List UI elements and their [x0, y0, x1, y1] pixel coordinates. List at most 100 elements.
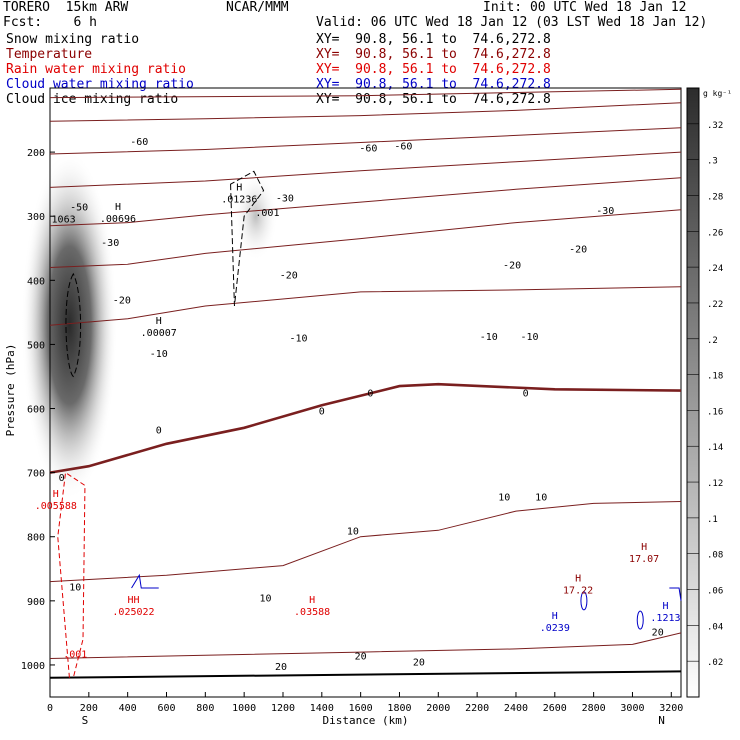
- colorbar-tick-label: .08: [707, 551, 723, 561]
- extremum-marker: H: [662, 601, 668, 612]
- colorbar-tick-label: .32: [707, 121, 723, 131]
- temperature-label: -30: [596, 206, 614, 217]
- field-xy-range: XY= 90.8, 56.1 to 74.6,272.8: [316, 32, 551, 47]
- valid-time: Valid: 06 UTC Wed 18 Jan 12 (03 LST Wed …: [316, 15, 708, 30]
- field-xy-range: XY= 90.8, 56.1 to 74.6,272.8: [316, 62, 551, 77]
- temperature-label: 10: [347, 526, 359, 537]
- x-tick-label: 3000: [620, 703, 644, 714]
- colorbar-tick-label: .28: [707, 192, 723, 202]
- colorbar-tick-label: .14: [707, 443, 723, 453]
- colorbar-tick-label: .3: [707, 157, 718, 167]
- y-tick-label: 600: [27, 405, 45, 416]
- y-tick-label: 900: [27, 597, 45, 608]
- extremum-value: .025022: [112, 607, 154, 618]
- cloud-water-contour: [636, 610, 644, 630]
- temperature-label: 0: [523, 389, 529, 400]
- extremum-marker: H: [552, 611, 558, 622]
- temperature-label: 0: [59, 473, 65, 484]
- model-title: TORERO 15km ARW: [3, 0, 129, 15]
- colorbar-tick-label: .16: [707, 407, 723, 417]
- x-tick-label: 200: [80, 703, 98, 714]
- extremum-value: .1213: [650, 613, 680, 624]
- temperature-label: -20: [280, 271, 298, 282]
- temperature-label: 20: [275, 662, 287, 673]
- snow-max-shading: [21, 150, 118, 501]
- temperature-label: -30: [101, 238, 119, 249]
- x-tick-label: 0: [47, 703, 53, 714]
- y-tick-label: 200: [27, 148, 45, 159]
- extremum-value: 17.07: [629, 554, 659, 565]
- colorbar-tick-label: .1: [707, 515, 718, 525]
- field-name: Temperature: [6, 47, 93, 62]
- contour-value-label: .001: [255, 208, 279, 219]
- temperature-label: -10: [150, 349, 168, 360]
- surface-line: [49, 670, 682, 679]
- temperature-label: 10: [259, 594, 271, 605]
- field-name: Cloud ice mixing ratio: [6, 92, 179, 107]
- colorbar-tick-label: .02: [707, 658, 723, 668]
- cloud-water-contour: [131, 573, 159, 589]
- temperature-label: -60: [359, 144, 377, 155]
- temperature-label: 10: [498, 492, 510, 503]
- extremum-value: .03588: [294, 607, 330, 618]
- temperature-label: 10: [69, 583, 81, 594]
- colorbar-tick-label: .26: [707, 228, 723, 238]
- x-tick-label: 1400: [310, 703, 334, 714]
- extremum-value: .01236: [221, 195, 257, 206]
- y-tick-label: 300: [27, 212, 45, 223]
- extremum-marker: H: [156, 316, 162, 327]
- x-tick-label: 1800: [387, 703, 411, 714]
- temperature-contour: [49, 177, 682, 227]
- cloud-water-contour: [580, 591, 588, 611]
- temperature-contour: [49, 382, 682, 474]
- extremum-marker: H: [115, 202, 121, 213]
- x-tick-label: 2600: [543, 703, 567, 714]
- temperature-label: -30: [276, 194, 294, 205]
- temperature-contour: [49, 102, 682, 122]
- field-name: Rain water mixing ratio: [6, 62, 187, 77]
- extremum-marker: H: [53, 489, 59, 500]
- temperature-label: -10: [521, 332, 539, 343]
- colorbar-tick-label: .04: [707, 622, 723, 632]
- colorbar-tick-label: .22: [707, 300, 723, 310]
- temperature-label: -60: [394, 142, 412, 153]
- x-tick-label: 2800: [582, 703, 606, 714]
- y-axis-label: Pressure (hPa): [4, 344, 17, 437]
- temperature-label: 20: [355, 651, 367, 662]
- temperature-label: 0: [156, 426, 162, 437]
- temperature-label: 20: [652, 628, 664, 639]
- x-tick-label: 400: [119, 703, 137, 714]
- extremum-marker: H: [641, 542, 647, 553]
- x-tick-label: 2000: [426, 703, 450, 714]
- snow-contour: [65, 272, 82, 378]
- x-start-label: S: [82, 714, 89, 727]
- extremum-value: .00696: [100, 214, 136, 225]
- org-title: NCAR/MMM: [226, 0, 289, 15]
- x-tick-label: 1600: [349, 703, 373, 714]
- temperature-label: -20: [503, 260, 521, 271]
- field-name: Snow mixing ratio: [6, 32, 140, 47]
- snow-secondary-shading: [233, 171, 278, 262]
- colorbar-tick-label: .18: [707, 372, 723, 382]
- x-tick-label: 3200: [659, 703, 683, 714]
- init-time: Init: 00 UTC Wed 18 Jan 12: [483, 0, 687, 15]
- x-tick-label: 800: [196, 703, 214, 714]
- temperature-contour: [49, 501, 682, 583]
- temperature-contour: [49, 632, 682, 659]
- x-tick-label: 2400: [504, 703, 528, 714]
- contour-value-label: .001: [63, 649, 87, 660]
- temperature-contour: [49, 151, 682, 188]
- field-xy-range: XY= 90.8, 56.1 to 74.6,272.8: [316, 47, 551, 62]
- y-tick-label: 800: [27, 533, 45, 544]
- extremum-value: 17.22: [563, 586, 593, 597]
- y-tick-label: 700: [27, 469, 45, 480]
- cloud-ice-contour: [230, 170, 265, 307]
- x-tick-label: 1000: [232, 703, 256, 714]
- extremum-value: .00007: [141, 328, 177, 339]
- temperature-label: -10: [480, 332, 498, 343]
- colorbar-tick-label: .06: [707, 587, 723, 597]
- colorbar-unit: g kg⁻¹: [703, 89, 732, 98]
- extremum-marker: H: [236, 183, 242, 194]
- temperature-label: -10: [289, 333, 307, 344]
